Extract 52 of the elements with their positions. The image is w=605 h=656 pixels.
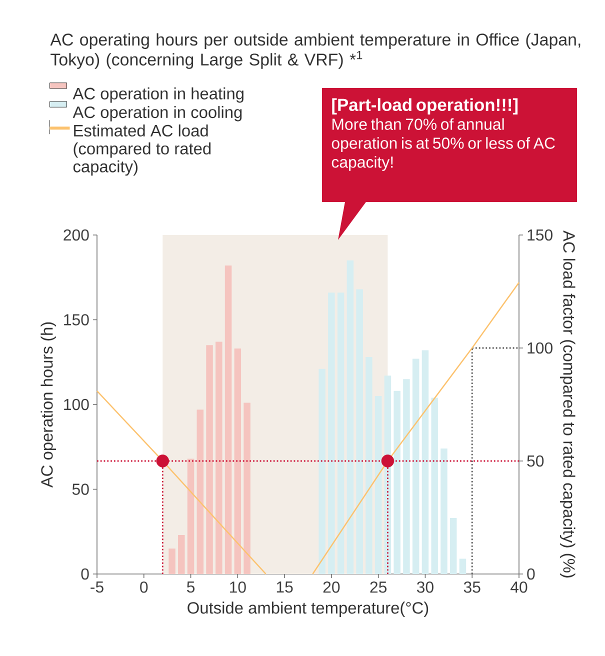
legend-label: AC operation in heating [72,87,244,103]
bar [403,379,410,574]
bar [168,548,176,574]
bar [356,289,363,574]
bar [431,398,438,574]
y-tick-label: 0 [81,568,89,580]
bar [394,390,400,574]
bar [337,292,344,574]
y2-tick-label: 50 [527,455,544,467]
x-tick-label: 15 [276,582,293,593]
chart-title: AC operating hours per outside ambient temperature in Office (Japan, Tokyo) (concerning Large Split & VRF) *$^{1}$ [50,33,580,69]
text: [Part-load operation!!!] [332,98,518,114]
bar [234,348,242,574]
bar [328,292,335,574]
bar [450,518,457,574]
bar [224,266,232,574]
y2-tick-label: 150 [528,229,552,241]
y-tick-label: 200 [64,229,89,241]
bar [206,345,213,574]
bar [187,458,194,574]
bar [374,396,382,574]
bar [346,260,354,574]
bar [412,358,420,574]
bar [459,558,466,574]
x-tick-label: 35 [464,582,480,593]
x-tick-label: 0 [140,582,148,593]
bar [178,535,185,574]
text: More than 70% of annual operation is at 50% or less of AC capacity! [332,118,555,171]
x-tick-label: -5 [90,582,104,593]
bar [422,350,429,574]
y2-tick-label: 100 [528,342,552,354]
x-tick-label: 30 [416,582,434,593]
legend-label: Estimated AC load (compared to rated capacity) [73,124,211,176]
bar [244,402,250,574]
y-tick-label: 50 [72,484,89,495]
y-axis-title: AC operation hours (h) [40,322,56,488]
bar [216,342,222,574]
bar [440,448,448,574]
bar [366,357,372,574]
x-tick-label: 40 [510,582,528,593]
legend-label: AC operation in cooling [72,106,242,122]
x-axis-title: Outside ambient temperature(°C) [188,602,428,617]
y2-axis-title: AC load factor (compared to rated capacity) (%) [560,230,576,578]
x-tick-label: 25 [370,582,387,593]
x-tick-label: 20 [323,582,340,593]
x-tick-label: 5 [186,582,195,593]
y-tick-label: 100 [64,398,89,410]
bar [318,368,326,574]
bar [196,410,204,574]
x-tick-label: 10 [230,582,246,593]
y-tick-label: 150 [64,314,89,326]
y2-tick-label: 0 [527,568,535,580]
